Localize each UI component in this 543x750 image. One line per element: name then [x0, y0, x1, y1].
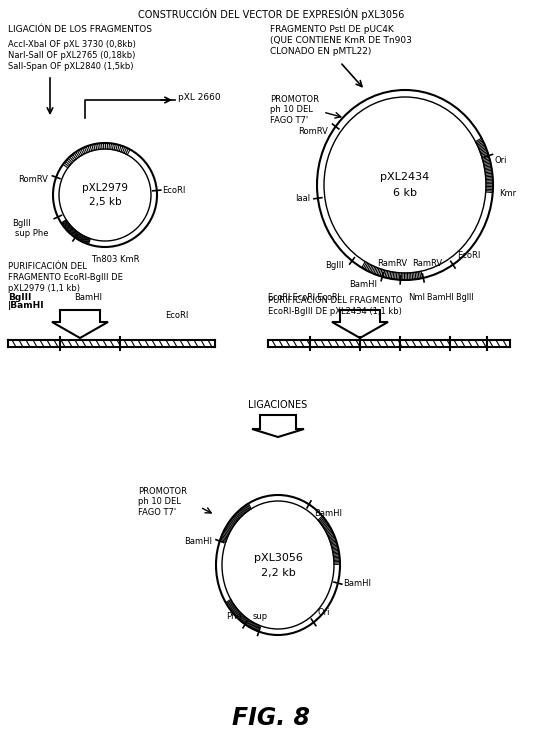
Text: NarI-SalI OF pXL2765 (0,18kb): NarI-SalI OF pXL2765 (0,18kb) [8, 51, 135, 60]
Text: sup Phe: sup Phe [15, 229, 49, 238]
Text: Kmr: Kmr [498, 189, 516, 198]
Text: 6 kb: 6 kb [393, 188, 417, 198]
Text: AccI-XbaI OF pXL 3730 (0,8kb): AccI-XbaI OF pXL 3730 (0,8kb) [8, 40, 136, 49]
Text: pXL 2660: pXL 2660 [178, 94, 220, 103]
Text: BamHI BgIII: BamHI BgIII [427, 293, 473, 302]
Text: CONSTRUCCIÓN DEL VECTOR DE EXPRESIÓN pXL3056: CONSTRUCCIÓN DEL VECTOR DE EXPRESIÓN pXL… [138, 8, 404, 20]
Text: pXL3056: pXL3056 [254, 553, 302, 563]
Text: BamHI: BamHI [74, 293, 102, 302]
Text: RamRV: RamRV [412, 259, 443, 268]
Text: Ori: Ori [495, 156, 507, 165]
Text: BgIII: BgIII [12, 219, 30, 228]
Text: EcoRI: EcoRI [162, 186, 185, 195]
Text: PURIFICACIÓN DEL FRAGMENTO: PURIFICACIÓN DEL FRAGMENTO [268, 296, 402, 305]
Text: |BamHI: |BamHI [8, 301, 45, 310]
Text: BamHI: BamHI [349, 280, 377, 289]
Text: pXL2979 (1,1 kb): pXL2979 (1,1 kb) [8, 284, 80, 293]
Text: Iaal: Iaal [295, 194, 310, 202]
Text: pXL2434: pXL2434 [381, 172, 430, 182]
Text: BamHI: BamHI [184, 536, 212, 545]
Text: RamRV: RamRV [377, 259, 407, 268]
Text: BamHI: BamHI [343, 578, 371, 587]
Text: 2,5 kb: 2,5 kb [89, 197, 121, 207]
Text: pXL2979: pXL2979 [82, 183, 128, 193]
Text: BgIII: BgIII [325, 261, 344, 270]
Text: Ori: Ori [318, 608, 330, 617]
Text: CLONADO EN pMTL22): CLONADO EN pMTL22) [270, 47, 371, 56]
Text: LIGACIONES: LIGACIONES [248, 400, 308, 410]
Text: FRAGMENTO PstI DE pUC4K: FRAGMENTO PstI DE pUC4K [270, 25, 394, 34]
Text: BamHI: BamHI [314, 509, 342, 518]
Text: BgIII: BgIII [8, 293, 31, 302]
Text: FRAGMENTO EcoRI-BgIII DE: FRAGMENTO EcoRI-BgIII DE [8, 273, 123, 282]
Text: PURIFICACIÓN DEL: PURIFICACIÓN DEL [8, 262, 87, 271]
Text: EcoRI EcoRI EcoRI: EcoRI EcoRI EcoRI [268, 293, 340, 302]
Text: EcoRI: EcoRI [457, 251, 481, 260]
Text: FIG. 8: FIG. 8 [232, 706, 310, 730]
Text: Phe: Phe [226, 611, 242, 620]
Text: sup: sup [252, 611, 268, 620]
Text: Tn803 KmR: Tn803 KmR [91, 255, 139, 264]
Text: RomRV: RomRV [298, 127, 327, 136]
Text: PROMOTOR
ph 10 DEL
FAGO T7': PROMOTOR ph 10 DEL FAGO T7' [138, 487, 187, 517]
Text: EcoRI: EcoRI [165, 311, 188, 320]
Text: (QUE CONTIENE KmR DE Tn903: (QUE CONTIENE KmR DE Tn903 [270, 36, 412, 45]
Text: NmI: NmI [408, 293, 425, 302]
Text: 2,2 kb: 2,2 kb [261, 568, 295, 578]
Text: EcoRI-BgIII DE pXL2434 (1,1 kb): EcoRI-BgIII DE pXL2434 (1,1 kb) [268, 307, 402, 316]
Text: PROMOTOR
ph 10 DEL
FAGO T7': PROMOTOR ph 10 DEL FAGO T7' [270, 95, 319, 124]
Text: SalI-Span OF pXL2840 (1,5kb): SalI-Span OF pXL2840 (1,5kb) [8, 62, 134, 71]
Text: RomRV: RomRV [18, 175, 48, 184]
Text: LIGACIÓN DE LOS FRAGMENTOS: LIGACIÓN DE LOS FRAGMENTOS [8, 25, 152, 34]
